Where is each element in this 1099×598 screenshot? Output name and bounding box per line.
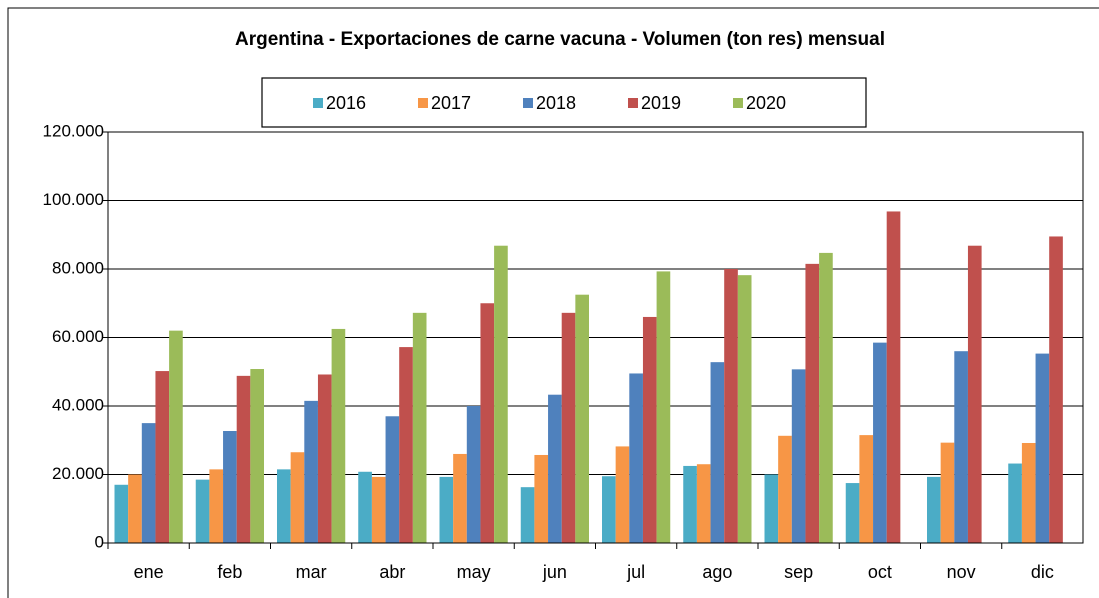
bar — [223, 431, 237, 543]
bar — [277, 469, 291, 543]
bar — [290, 452, 305, 543]
y-tick-label: 60.000 — [52, 327, 104, 346]
bar — [304, 400, 318, 543]
bar — [886, 211, 901, 543]
legend-label: 2016 — [326, 93, 366, 113]
legend-label: 2019 — [641, 93, 681, 113]
legend-swatch — [523, 98, 533, 108]
bar — [967, 245, 982, 543]
bar — [155, 371, 170, 543]
bar — [873, 342, 887, 543]
bar — [778, 435, 792, 543]
bar — [764, 474, 779, 543]
bar — [453, 453, 467, 543]
bar — [331, 328, 346, 543]
bar — [250, 369, 264, 543]
bar — [724, 269, 738, 543]
bar — [548, 394, 562, 543]
chart-frame — [7, 7, 1099, 598]
bar — [209, 469, 224, 543]
y-tick-label: 100.000 — [43, 190, 104, 209]
bar — [169, 330, 183, 543]
bar — [358, 471, 372, 543]
bar — [575, 294, 589, 543]
bar — [927, 476, 941, 543]
x-tick-label: abr — [379, 562, 405, 582]
x-tick-label: oct — [868, 562, 892, 582]
bar — [399, 347, 413, 543]
bar — [805, 263, 820, 543]
bar — [954, 351, 968, 543]
legend-swatch — [313, 98, 323, 108]
legend-label: 2020 — [746, 93, 786, 113]
bar — [819, 252, 833, 543]
bar — [1008, 463, 1022, 543]
bar — [561, 312, 576, 543]
bar — [845, 483, 860, 543]
bar — [1049, 236, 1063, 543]
x-tick-label: ene — [134, 562, 164, 582]
bar — [710, 362, 725, 543]
bar — [236, 375, 251, 543]
bar — [141, 423, 156, 543]
bar — [737, 275, 752, 543]
bar — [317, 374, 332, 543]
bar — [480, 303, 495, 543]
x-tick-label: mar — [296, 562, 327, 582]
bar — [615, 446, 630, 543]
bar — [1021, 442, 1036, 543]
bar — [1035, 353, 1050, 543]
bar — [683, 465, 697, 543]
x-tick-label: ago — [702, 562, 732, 582]
x-tick-label: feb — [217, 562, 242, 582]
bar — [642, 316, 657, 543]
legend-label: 2018 — [536, 93, 576, 113]
x-tick-label: jun — [542, 562, 567, 582]
bar — [439, 476, 454, 543]
bar — [114, 484, 129, 543]
bar — [385, 416, 400, 543]
bar — [534, 454, 549, 543]
legend-swatch — [733, 98, 743, 108]
y-tick-label: 0 — [95, 532, 104, 551]
bar — [494, 245, 508, 543]
bar — [696, 464, 711, 543]
bar — [128, 474, 142, 543]
x-tick-label: nov — [947, 562, 976, 582]
bar — [629, 373, 643, 543]
bar — [656, 271, 671, 543]
bar — [412, 312, 427, 543]
legend-swatch — [628, 98, 638, 108]
y-tick-label: 40.000 — [52, 395, 104, 414]
y-tick-label: 120.000 — [43, 121, 104, 140]
bar — [195, 479, 210, 543]
bar — [602, 476, 616, 543]
bar — [859, 435, 874, 543]
legend-swatch — [418, 98, 428, 108]
legend-label: 2017 — [431, 93, 471, 113]
x-tick-label: dic — [1031, 562, 1054, 582]
legend-box — [261, 77, 867, 128]
bar — [791, 369, 806, 543]
x-tick-label: sep — [784, 562, 813, 582]
bar — [520, 487, 535, 543]
bar — [371, 476, 386, 543]
bar — [940, 442, 955, 543]
chart-title: Argentina - Exportaciones de carne vacun… — [235, 29, 885, 50]
x-tick-label: may — [457, 562, 491, 582]
x-tick-label: jul — [626, 562, 645, 582]
y-tick-label: 80.000 — [52, 258, 104, 277]
y-tick-label: 20.000 — [52, 464, 104, 483]
bar — [466, 406, 481, 543]
